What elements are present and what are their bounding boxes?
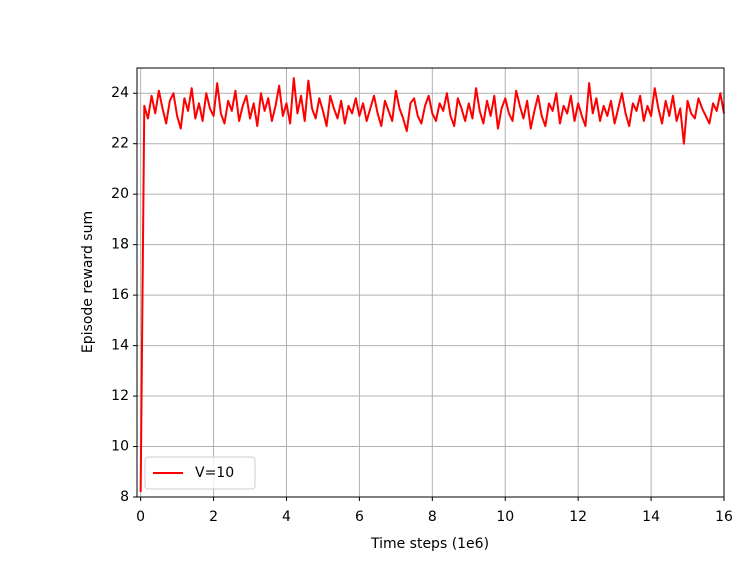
x-axis-label: Time steps (1e6) bbox=[370, 536, 489, 552]
x-tick-label: 8 bbox=[428, 509, 437, 525]
x-tick-label: 10 bbox=[496, 509, 514, 525]
y-tick-label: 8 bbox=[120, 489, 129, 505]
y-tick-label: 10 bbox=[111, 439, 129, 455]
legend-label: V=10 bbox=[195, 465, 234, 481]
x-tick-label: 14 bbox=[642, 509, 660, 525]
y-tick-label: 22 bbox=[111, 136, 129, 152]
y-tick-label: 16 bbox=[111, 287, 129, 303]
y-tick-label: 18 bbox=[111, 237, 129, 253]
x-tick-label: 16 bbox=[715, 509, 733, 525]
y-tick-label: 14 bbox=[111, 338, 129, 354]
plot-frame bbox=[136, 67, 725, 498]
y-tick-label: 24 bbox=[111, 85, 129, 101]
x-tick-label: 0 bbox=[136, 509, 145, 525]
legend-box bbox=[144, 456, 256, 490]
x-tick-label: 12 bbox=[569, 509, 587, 525]
data-line bbox=[139, 77, 725, 492]
x-tick-label: 2 bbox=[209, 509, 218, 525]
x-tick-label: 6 bbox=[355, 509, 364, 525]
x-tick-label: 4 bbox=[282, 509, 291, 525]
y-axis-label: Episode reward sum bbox=[80, 211, 96, 353]
y-tick-label: 12 bbox=[111, 388, 129, 404]
y-tick-label: 20 bbox=[111, 186, 129, 202]
